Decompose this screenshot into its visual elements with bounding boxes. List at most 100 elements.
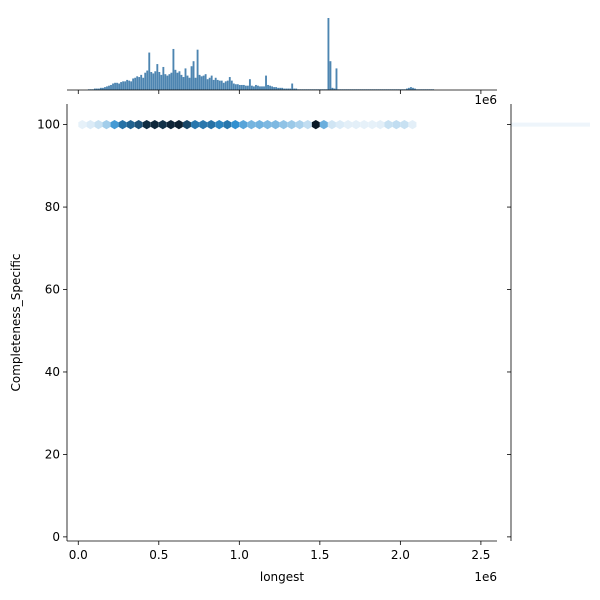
histogram-bar xyxy=(277,87,280,90)
histogram-bar xyxy=(162,66,165,90)
hexbin-cell xyxy=(207,120,216,130)
hexbin-cell xyxy=(150,120,159,130)
histogram-bar xyxy=(242,84,245,90)
histogram-bar xyxy=(106,86,108,90)
hexbin-cell xyxy=(166,120,175,130)
histogram-bar xyxy=(188,77,191,90)
histogram-bar xyxy=(170,72,173,90)
histogram-bar xyxy=(287,88,290,90)
histogram-bar xyxy=(283,88,286,90)
hexbin-cell xyxy=(86,120,95,130)
hexbin-cell xyxy=(191,120,200,130)
histogram-bar xyxy=(192,61,195,90)
histogram-bar xyxy=(291,83,294,90)
histogram-bar xyxy=(160,74,163,90)
histogram-bar xyxy=(234,84,237,90)
x-tick-label: 1.5 xyxy=(310,548,329,562)
top-axis-offset-label: 1e6 xyxy=(474,93,497,107)
histogram-bar xyxy=(257,85,259,90)
histogram-bar xyxy=(134,77,137,90)
histogram-bar xyxy=(269,85,271,90)
histogram-bar xyxy=(164,74,167,90)
histogram-bar xyxy=(132,78,135,90)
histogram-bar xyxy=(220,80,223,90)
hexbin-cell xyxy=(400,120,409,130)
histogram-bar xyxy=(128,80,131,90)
hexbin-cell xyxy=(223,120,232,130)
hexbin-cell xyxy=(319,120,328,130)
hexbin-cell xyxy=(352,120,361,130)
histogram-bar xyxy=(146,70,149,90)
histogram-bar xyxy=(108,85,110,90)
histogram-bar xyxy=(255,84,257,90)
histogram-bar xyxy=(238,84,241,90)
hexbin-cell xyxy=(118,120,127,130)
hexbin-cell xyxy=(199,120,208,130)
y-tick-label: 40 xyxy=(45,365,60,379)
histogram-bar xyxy=(271,86,273,90)
histogram-bar xyxy=(265,75,267,90)
hexbin-cell xyxy=(110,120,119,130)
histogram-bar xyxy=(202,75,205,90)
histogram-bar xyxy=(118,83,120,90)
histogram-bar xyxy=(124,81,127,90)
histogram-bar xyxy=(218,80,221,90)
histogram-bar xyxy=(281,87,284,90)
histogram-bar xyxy=(198,74,201,90)
hexbin-cell xyxy=(311,120,320,130)
histogram-bar xyxy=(333,88,336,90)
histogram-bar xyxy=(406,88,408,90)
histogram-bar xyxy=(122,81,125,90)
histogram-bar xyxy=(158,72,161,90)
x-tick-label: 1.0 xyxy=(230,548,249,562)
hexbin-cell xyxy=(295,120,304,130)
y-tick-label: 100 xyxy=(37,118,60,132)
histogram-bar xyxy=(226,80,229,90)
histogram-bar xyxy=(329,61,332,90)
hexbin-cell xyxy=(134,120,143,130)
histogram-bar xyxy=(240,84,243,90)
hexbin-cell xyxy=(247,120,256,130)
histogram-bar xyxy=(168,74,171,90)
histogram-bar xyxy=(136,76,139,90)
histogram-bar xyxy=(156,64,159,90)
histogram-bar xyxy=(248,79,251,90)
x-axis-label: longest xyxy=(260,570,305,584)
histogram-bar xyxy=(236,84,239,90)
histogram-bar xyxy=(212,79,215,90)
histogram-bar xyxy=(232,83,235,90)
histogram-bar xyxy=(246,85,249,90)
hexbin-cell xyxy=(384,120,393,130)
y-axis-label: Completeness_Specific xyxy=(9,253,23,391)
histogram-bar xyxy=(200,76,203,90)
histogram-bar xyxy=(412,87,414,90)
histogram-bar xyxy=(126,79,129,90)
histogram-bar xyxy=(327,18,330,90)
histogram-bar xyxy=(263,86,265,90)
hexbin-cell xyxy=(215,120,224,130)
hexbin-cell xyxy=(327,120,336,130)
histogram-bar xyxy=(259,86,261,90)
histogram-bar xyxy=(190,66,193,90)
histogram-bar xyxy=(120,82,123,90)
histogram-bar xyxy=(104,87,106,90)
histogram-bar xyxy=(511,122,590,127)
hexbin-cell xyxy=(183,120,191,130)
hexbin-cell xyxy=(335,120,344,130)
histogram-bar xyxy=(267,84,269,90)
histogram-bar xyxy=(228,77,231,90)
right-marginal-histogram xyxy=(507,104,590,541)
histogram-bar xyxy=(180,74,183,90)
histogram-bar xyxy=(184,68,187,90)
histogram-bar xyxy=(206,79,209,90)
hexbin-cell xyxy=(142,120,151,130)
histogram-bar xyxy=(102,87,104,90)
histogram-bar xyxy=(112,83,114,90)
histogram-bar xyxy=(335,68,338,90)
axes: 0.0 0.5 1.0 1.5 2.0 2.5 0 20 40 60 80 100 xyxy=(37,104,497,562)
hexbin-cell xyxy=(174,120,183,130)
histogram-bar xyxy=(414,88,416,90)
histogram-bar xyxy=(154,71,157,90)
histogram-bar xyxy=(408,87,410,90)
histogram-bar xyxy=(144,72,147,90)
